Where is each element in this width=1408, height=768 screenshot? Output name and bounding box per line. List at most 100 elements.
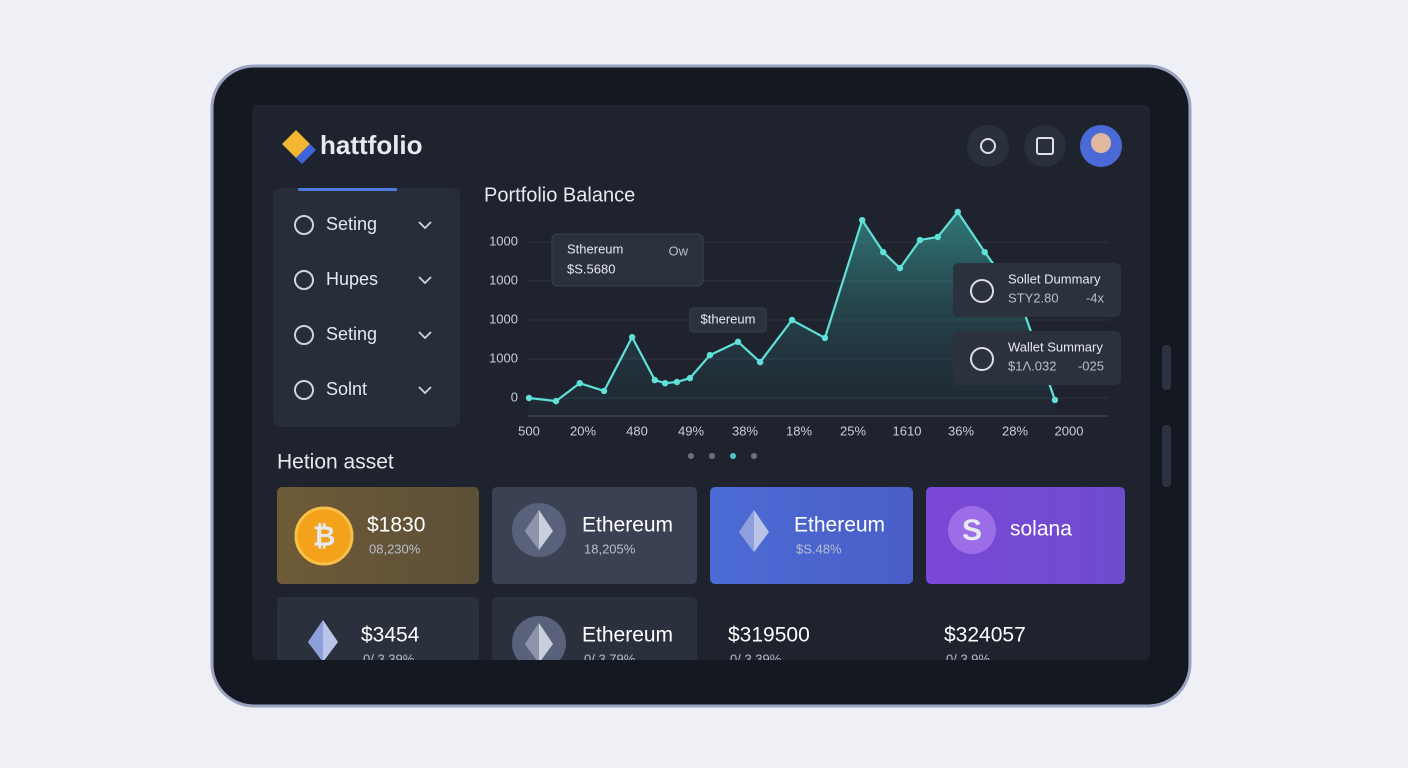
menu-label: Seting <box>326 324 377 344</box>
asset-change: $S.48% <box>796 541 842 556</box>
y-tick-label: 1000 <box>489 272 518 287</box>
asset-change: 08,230% <box>369 541 421 556</box>
edit-button[interactable] <box>1024 125 1066 167</box>
summary-value: STY2.80 <box>1008 290 1059 305</box>
x-tick-label: 480 <box>626 423 648 438</box>
point <box>552 397 560 405</box>
summary-change: -4x <box>1086 290 1105 305</box>
summary-title: Sollet Dummary <box>1008 271 1101 286</box>
menu-icon <box>294 380 314 400</box>
summary-title: Wallet Summary <box>1008 339 1103 354</box>
tooltip-title: $thereum <box>701 311 756 326</box>
point <box>896 264 904 272</box>
menu-icon <box>294 270 314 290</box>
coin-icon <box>308 620 323 660</box>
coin-glyph: S <box>962 514 982 547</box>
menu-icon <box>294 325 314 345</box>
summary-icon <box>970 347 994 371</box>
chart-title: Portfolio Balance <box>484 184 635 206</box>
page-dot[interactable] <box>751 453 757 459</box>
x-tick-label: 20% <box>570 423 596 438</box>
chevron <box>418 276 432 285</box>
asset-change: 18,205% <box>584 541 636 556</box>
point <box>880 248 887 256</box>
coin-icon <box>739 510 754 552</box>
point <box>686 374 694 382</box>
chevron <box>418 221 432 230</box>
summary-change: -025 <box>1078 358 1104 373</box>
asset-change: 0/,3.79% <box>584 651 636 666</box>
menu-icon <box>294 215 314 235</box>
y-tick-label: 1000 <box>489 311 518 326</box>
asset-label: $324057 <box>944 624 1026 647</box>
point <box>954 208 961 216</box>
x-tick-label: 28% <box>1002 423 1028 438</box>
summary-card[interactable] <box>953 331 1121 385</box>
summary-icon <box>970 279 994 303</box>
point <box>525 394 533 402</box>
asset-label: Ethereum <box>582 514 673 537</box>
coin-glyph: ₿ <box>313 520 336 551</box>
page-dot[interactable] <box>688 453 694 459</box>
point <box>821 334 829 342</box>
point <box>981 248 988 256</box>
asset-label: $319500 <box>728 624 810 647</box>
asset-label: $1830 <box>367 514 425 537</box>
icon <box>980 138 996 154</box>
sidebar-accent <box>298 188 397 191</box>
summary-value: $1Λ.032 <box>1008 358 1056 373</box>
x-tick-label: 2000 <box>1055 423 1084 438</box>
coin-icon <box>525 623 539 660</box>
y-tick-label: 1000 <box>489 350 518 365</box>
asset-label: $3454 <box>361 624 420 647</box>
point <box>600 387 608 395</box>
coin-icon <box>948 506 996 554</box>
brand: hattfolio <box>320 130 423 160</box>
area <box>529 211 1055 416</box>
asset-label: Ethereum <box>582 624 673 647</box>
icon <box>1036 137 1054 155</box>
menu-label: Solnt <box>326 379 367 399</box>
sidebar <box>273 188 460 427</box>
point <box>661 379 669 387</box>
point <box>628 333 636 341</box>
page-dot[interactable] <box>730 453 736 459</box>
point <box>651 376 659 384</box>
tooltip-title: Sthereum <box>567 241 623 256</box>
asset-label: Ethereum <box>794 514 885 537</box>
point <box>576 379 583 387</box>
y-tick-label: 0 <box>511 389 518 404</box>
x-tick-label: 18% <box>786 423 812 438</box>
side-button <box>1162 345 1171 390</box>
x-tick-label: 25% <box>840 423 866 438</box>
settings-button[interactable] <box>967 125 1009 167</box>
x-tick-label: 1610 <box>893 423 922 438</box>
point <box>673 378 681 386</box>
tooltip-tag: Ow <box>669 243 689 258</box>
asset-card[interactable] <box>277 597 479 687</box>
chevron <box>418 386 432 395</box>
point <box>934 233 941 241</box>
tooltip <box>689 307 767 333</box>
coin-icon <box>294 506 354 566</box>
asset-card[interactable] <box>710 487 913 584</box>
point <box>706 351 714 359</box>
menu-label: Seting <box>326 214 377 234</box>
x-tick-label: 38% <box>732 423 758 438</box>
tooltip <box>551 233 704 287</box>
page-dot[interactable] <box>709 453 715 459</box>
point <box>734 338 742 346</box>
point <box>756 358 764 366</box>
chevron <box>418 331 432 340</box>
avatar-face <box>1091 133 1111 153</box>
coin-icon <box>525 510 539 550</box>
tooltip-value: $S.5680 <box>567 261 615 276</box>
menu-label: Hupes <box>326 269 378 289</box>
asset-label: solana <box>1010 518 1072 541</box>
y-tick-label: 1000 <box>489 233 518 248</box>
side-button <box>1162 425 1171 487</box>
x-tick-label: 36% <box>948 423 974 438</box>
summary-card[interactable] <box>953 263 1121 317</box>
asset-change: 0/,3.9% <box>946 651 991 666</box>
